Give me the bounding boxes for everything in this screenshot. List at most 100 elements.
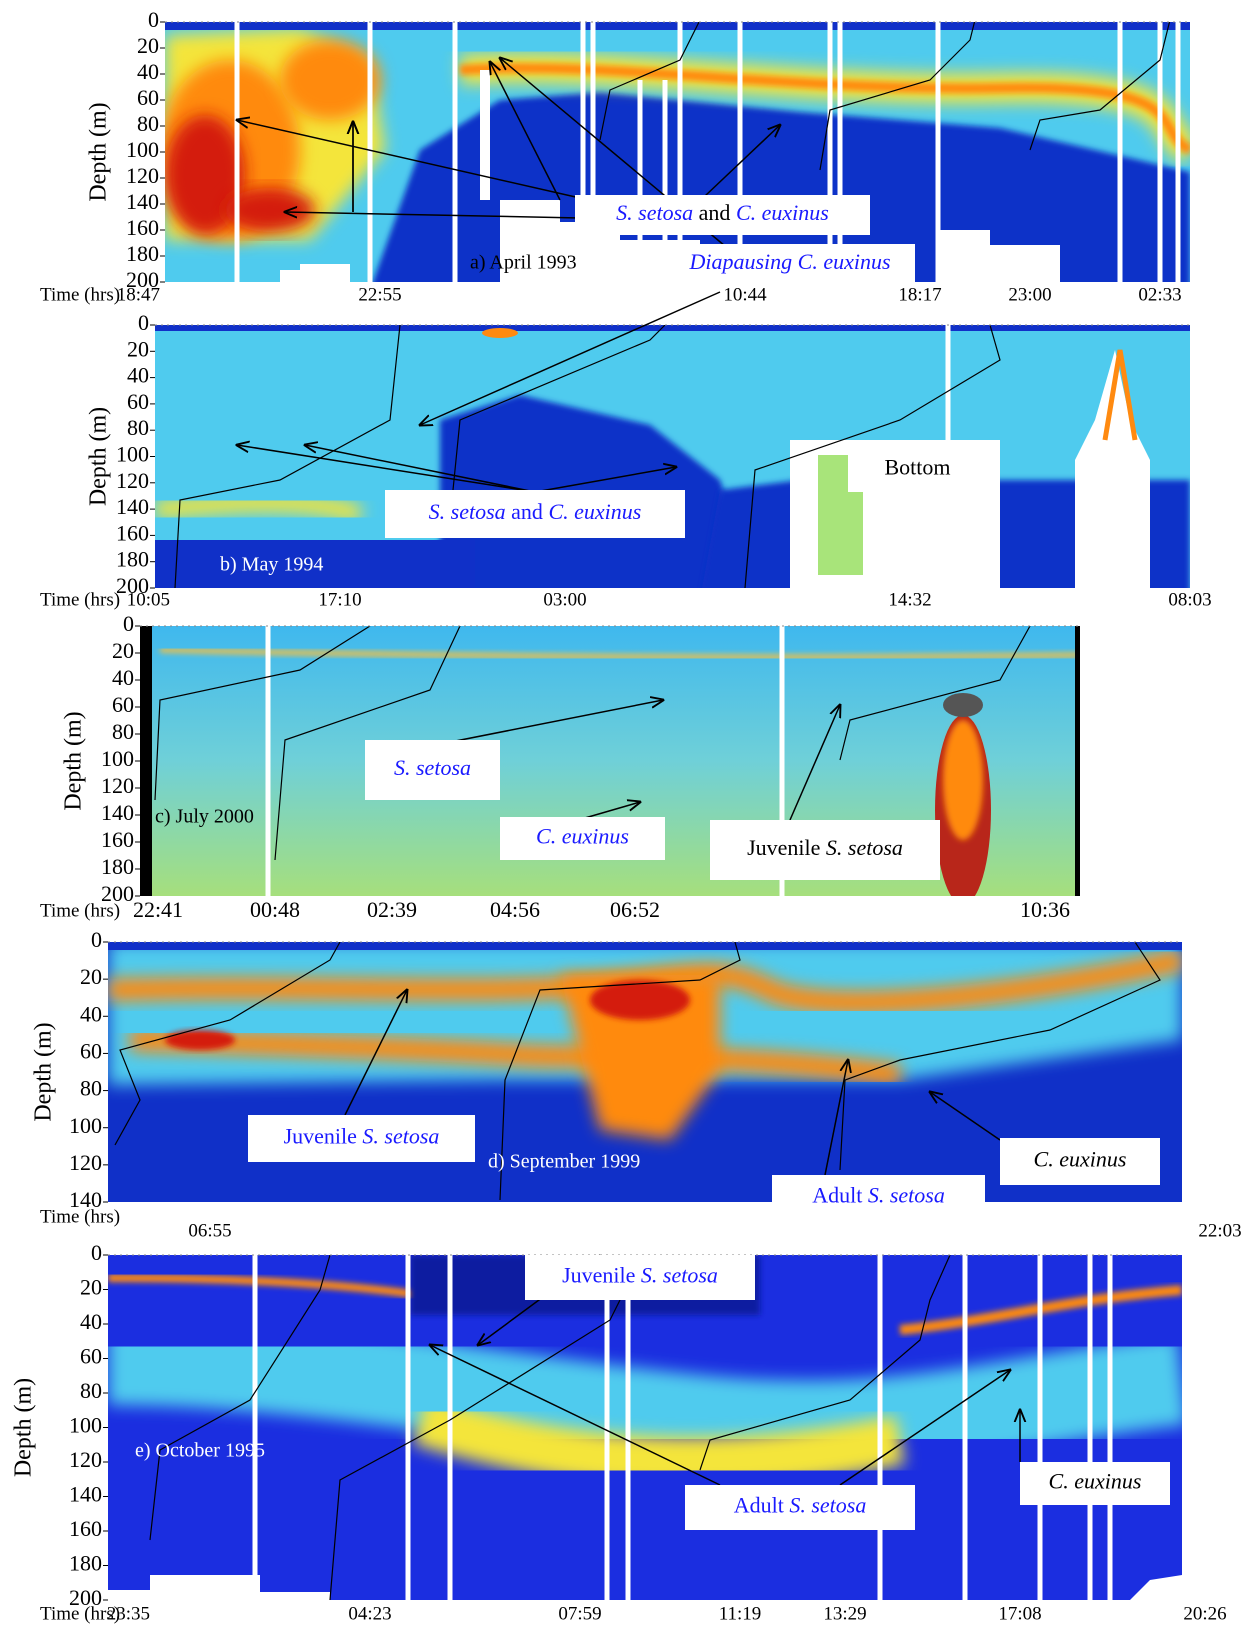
y-tick-label: 20: [80, 964, 102, 989]
annotation-box: [665, 244, 915, 284]
data-gap: [877, 1255, 883, 1600]
backscatter-layer: [155, 494, 364, 524]
annotation-arrow: [237, 445, 536, 493]
time-label: 03:00: [543, 589, 586, 610]
y-tick-label: 20: [137, 33, 159, 58]
annotation-part: Adult: [734, 1493, 790, 1518]
time-label: 11:19: [719, 1603, 762, 1624]
annotation-part: Diapausing: [688, 249, 797, 274]
annotation-part: Juvenile: [747, 835, 826, 860]
y-axis-label: Depth (m): [31, 1022, 57, 1121]
y-tick-label: 0: [91, 1240, 102, 1265]
backscatter-layer: [943, 693, 983, 717]
y-axis-label: Depth (m): [11, 1378, 37, 1477]
time-label: 08:03: [1168, 589, 1211, 610]
panel-label: d) September 1999: [488, 1151, 640, 1173]
data-gap: [737, 22, 743, 282]
data-gap: [405, 1255, 411, 1600]
annotation-part: C. euxinus: [536, 824, 629, 849]
annotation-part: S. setosa: [641, 1263, 718, 1288]
y-tick-label: 0: [138, 310, 149, 335]
y-axis-label: Depth (m): [61, 711, 87, 810]
echogram-panel: 0 20 40 60 80 100 120 140 Depth (m) Time (hrs) 06:…: [31, 927, 1242, 1241]
temperature-profile: [839, 942, 1161, 1171]
y-tick-label: 100: [116, 442, 149, 467]
annotation: Juvenile S. setosa: [562, 1263, 718, 1288]
annotation-box: [685, 1485, 915, 1530]
data-gap: [827, 22, 833, 282]
y-tick-label: 120: [69, 1447, 102, 1472]
data-gap: [1037, 1255, 1043, 1600]
annotation: Diapausing C. euxinus: [688, 249, 890, 274]
annotation: Adult S. setosa: [812, 1183, 945, 1208]
echogram: [165, 22, 1190, 282]
backscatter-layer: [108, 1315, 1182, 1471]
y-tick-label: 140: [69, 1187, 102, 1212]
backscatter-layer: [1075, 626, 1080, 896]
annotation-arrow: [789, 705, 840, 821]
y-axis-label: Depth (m): [86, 407, 112, 506]
annotation-part: S. setosa: [616, 200, 693, 225]
data-gap: [252, 1255, 258, 1600]
annotation-arrow: [237, 120, 581, 199]
annotation-arrow: [344, 990, 407, 1116]
y-tick-label: 20: [80, 1275, 102, 1300]
y-tick-label: 120: [126, 163, 159, 188]
y-tick-label: 20: [127, 336, 149, 361]
y-tick-label: 200: [101, 881, 134, 906]
time-label: 06:55: [188, 1220, 231, 1241]
time-label: 17:08: [998, 1603, 1041, 1624]
y-tick-label: 180: [69, 1551, 102, 1576]
backscatter-layer: [412, 1396, 905, 1487]
annotation: Juvenile S. setosa: [284, 1124, 440, 1149]
data-gap: [1117, 22, 1123, 282]
annotation: Juvenile S. setosa: [747, 835, 903, 860]
y-tick-label: 140: [116, 494, 149, 519]
backscatter-layer: [482, 328, 518, 338]
time-label: 18:47: [117, 284, 160, 305]
temperature-profile: [699, 1255, 951, 1471]
annotation-box: [710, 820, 940, 880]
data-gap: [779, 626, 785, 896]
time-label: 02:33: [1138, 284, 1181, 305]
annotation-part: S. setosa: [362, 1124, 439, 1149]
backscatter-layer: [108, 1575, 330, 1600]
annotation-arrow: [534, 467, 676, 493]
data-gap: [604, 1255, 610, 1600]
time-prefix: Time (hrs): [40, 900, 120, 921]
annotation-part: C. euxinus: [736, 200, 829, 225]
temperature-profile: [329, 1299, 621, 1600]
y-tick-label: 0: [148, 7, 159, 32]
time-prefix: Time (hrs): [40, 589, 120, 610]
annotation-arrow: [930, 1092, 1001, 1141]
data-gap: [452, 22, 458, 282]
backscatter-layer: [129, 1029, 902, 1086]
temperature-profile: [149, 1255, 331, 1541]
backscatter-layer: [155, 325, 1190, 331]
panel-label: b) May 1994: [220, 554, 323, 576]
y-tick-label: 200: [116, 573, 149, 598]
panel-label: e) October 1995: [135, 1440, 265, 1462]
annotation-box: [525, 1255, 755, 1300]
temperature-profile: [1029, 22, 1171, 151]
annotation-arrow: [285, 212, 581, 219]
data-gap: [962, 1255, 968, 1600]
data-gap: [580, 22, 586, 282]
backscatter-layer: [108, 1274, 421, 1299]
temperature-profile: [499, 942, 741, 1201]
annotation-arrow: [420, 291, 721, 425]
annotation-box: [385, 490, 685, 538]
time-label: 18:17: [898, 284, 941, 305]
y-tick-label: 140: [69, 1482, 102, 1507]
y-tick-label: 200: [69, 1585, 102, 1610]
backscatter-layer: [560, 975, 720, 1140]
annotation-arrow: [305, 445, 536, 493]
time-prefix: Time (hrs): [40, 1206, 120, 1227]
annotation-arrow: [839, 1370, 1010, 1486]
temperature-profile: [819, 22, 976, 171]
annotation-part: and: [506, 499, 549, 524]
y-tick-label: 80: [127, 415, 149, 440]
